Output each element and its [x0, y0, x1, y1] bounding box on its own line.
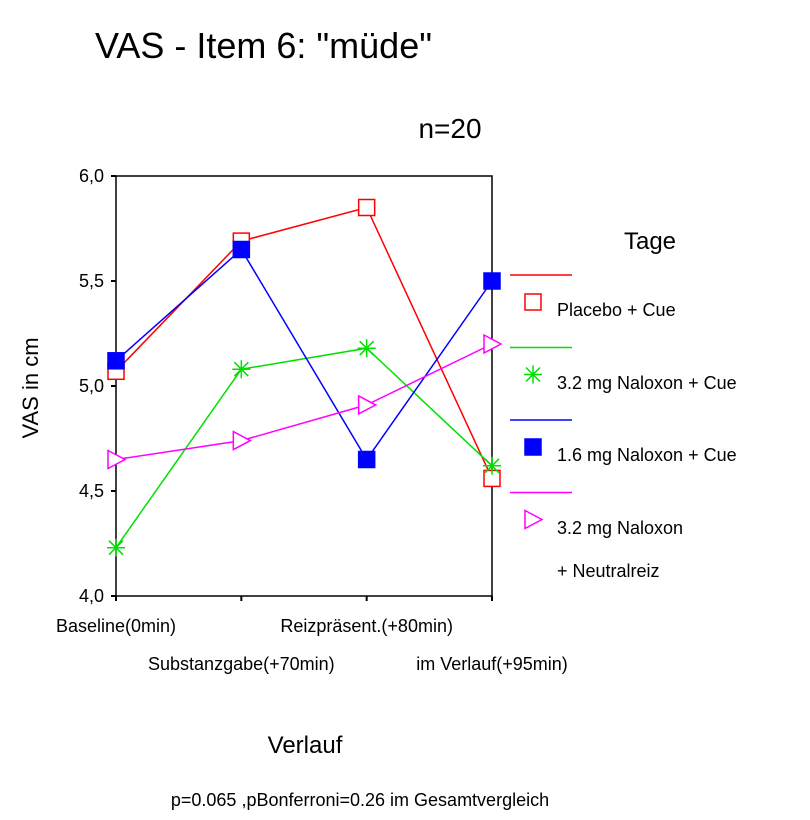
legend-label: 1.6 mg Naloxon + Cue	[557, 445, 737, 465]
x-tick-label: Substanzgabe(+70min)	[148, 654, 335, 674]
series-line	[115, 347, 493, 549]
series-line	[115, 343, 493, 461]
legend-label-box: 3.2 mg Naloxon + Cue	[557, 372, 737, 393]
marker	[232, 240, 251, 259]
marker	[357, 450, 376, 469]
marker	[357, 198, 376, 217]
plot-frame	[115, 175, 493, 597]
series-line	[115, 248, 493, 461]
marker	[107, 538, 125, 557]
x-tick-label: Reizpräsent.(+80min)	[280, 616, 453, 636]
chart-subtitle: n=20	[418, 113, 481, 144]
marker	[357, 394, 378, 416]
chart-title: VAS - Item 6: "müde"	[95, 25, 432, 66]
x-tick-label: Baseline(0min)	[56, 616, 176, 636]
marker	[524, 438, 542, 456]
marker	[232, 430, 252, 451]
legend-title: Tage	[624, 228, 676, 255]
legend-label: Placebo + Cue	[557, 300, 676, 320]
legend-label: 3.2 mg Naloxon + Neutralreiz	[557, 517, 684, 581]
y-tick-label: 5,5	[79, 271, 104, 291]
legend-label: 3.2 mg Naloxon + Cue	[557, 372, 737, 393]
marker	[524, 509, 544, 530]
y-tick-label: 4,5	[79, 481, 104, 501]
marker	[232, 360, 251, 379]
series-line	[115, 206, 493, 479]
legend-label-box: Placebo + Cue	[557, 300, 676, 320]
legend-label-box: 1.6 mg Naloxon + Cue	[557, 445, 737, 465]
marker	[483, 456, 501, 475]
marker	[483, 272, 501, 290]
y-tick-label: 4,0	[79, 586, 104, 606]
x-tick-label: im Verlauf(+95min)	[416, 654, 568, 674]
x-axis-label: Verlauf	[268, 732, 343, 759]
marker	[107, 449, 127, 470]
marker	[107, 352, 125, 370]
y-axis-label: VAS in cm	[18, 337, 43, 438]
marker	[357, 339, 376, 358]
marker	[483, 333, 503, 355]
y-tick-label: 5,0	[79, 376, 104, 396]
footnote: p=0.065 ,pBonferroni=0.26 im Gesamtvergl…	[171, 790, 549, 810]
y-tick-label: 6,0	[79, 166, 104, 186]
marker	[524, 365, 542, 384]
legend-label-box: 3.2 mg Naloxon + Neutralreiz	[557, 517, 684, 581]
marker	[524, 293, 542, 311]
